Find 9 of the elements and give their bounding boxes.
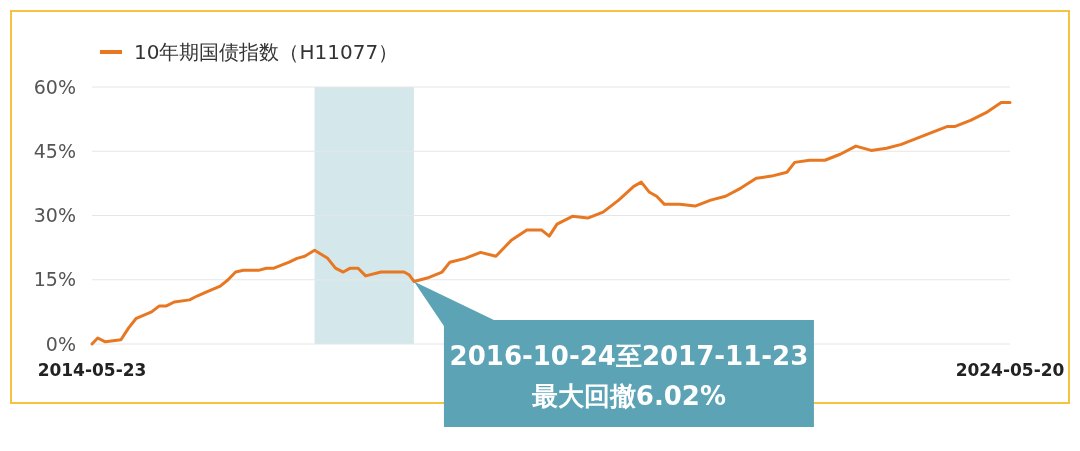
y-tick-label: 45% [33,139,76,162]
y-tick-label: 60% [33,75,76,98]
y-tick-label: 30% [33,204,76,227]
x-tick-label: 2014-05-23 [37,360,147,380]
annotation: 2016-10-24至2017-11-23 最大回撤6.02% [449,341,809,412]
x-tick-label: 2024-05-20 [955,360,1065,380]
y-tick-label: 0% [45,332,76,355]
legend-label: 10年期国债指数（H11077） [134,40,399,64]
y-tick-label: 15% [33,268,76,291]
